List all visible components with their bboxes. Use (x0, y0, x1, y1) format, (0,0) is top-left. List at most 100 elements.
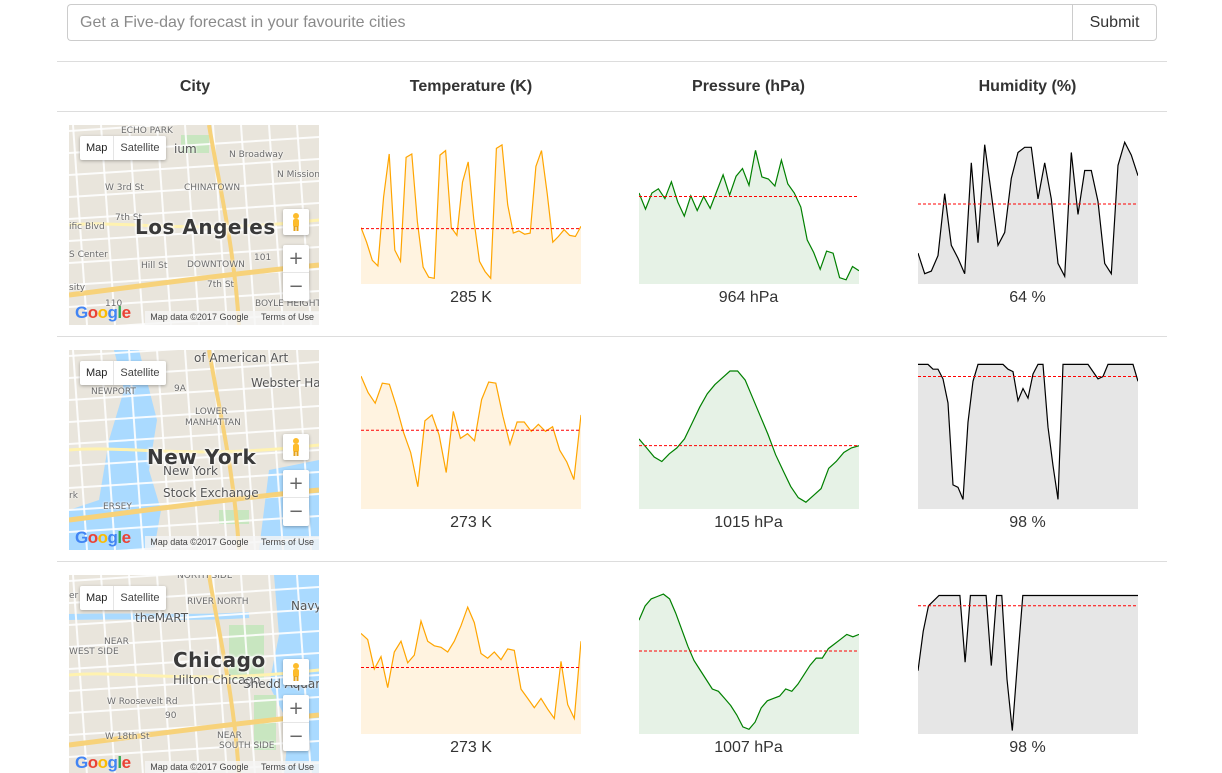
humidity-series-line (917, 363, 1138, 500)
temperature-cell: 285 K (333, 111, 609, 337)
terms-of-use-link[interactable]: Terms of Use (260, 537, 314, 547)
temperature-area (361, 607, 581, 734)
submit-button[interactable]: Submit (1072, 4, 1157, 41)
city-map[interactable]: of American Art Webster Ha NEWPORT 9A LOWER M… (69, 350, 319, 550)
map-place-label: sity (69, 283, 86, 293)
temperature-series-line (361, 143, 581, 280)
map-data-text: Map data ©2017 Google (150, 762, 249, 772)
temperature-series-line (361, 605, 581, 721)
zoom-control: + − (283, 470, 309, 526)
pressure-value: 1015 hPa (714, 514, 783, 531)
temperature-value: 273 K (450, 739, 492, 756)
zoom-in-icon[interactable]: + (283, 245, 309, 273)
map-place-label: BOYLE HEIGHTS (255, 299, 319, 309)
map-type-control: Map Satellite (80, 361, 166, 385)
city-map[interactable]: ECHO PARK N Broadway W 3rd St CHINATOWN 7th … (69, 125, 319, 325)
map-place-label: W 3rd St (105, 183, 144, 193)
map-type-satellite-button[interactable]: Satellite (113, 136, 165, 160)
map-city-label: Chicago (173, 648, 266, 672)
zoom-in-icon[interactable]: + (283, 695, 309, 723)
pressure-value: 964 hPa (718, 289, 779, 306)
map-place-label: Stock Exchange (163, 486, 259, 500)
map-place-label: N Mission (277, 170, 319, 180)
map-place-label: ERSEY (103, 502, 132, 512)
pressure-value: 1007 hPa (714, 739, 783, 756)
city-row: of American Art Webster Ha NEWPORT 9A LOWER M… (57, 336, 1167, 562)
map-place-label: theMART (135, 611, 189, 625)
map-city-label: New York (147, 445, 257, 469)
zoom-in-icon[interactable]: + (283, 470, 309, 498)
city-row: ECHO PARK N Broadway W 3rd St CHINATOWN 7th … (57, 111, 1167, 337)
terms-of-use-link[interactable]: Terms of Use (260, 762, 314, 772)
temperature-cell: 273 K (333, 336, 609, 562)
header-humidity: Humidity (%) (888, 61, 1167, 112)
pegman-icon[interactable] (283, 209, 309, 235)
pressure-chart (638, 150, 859, 284)
map-place-label: W Roosevelt Rd (107, 697, 178, 707)
humidity-area (917, 142, 1138, 284)
terms-of-use-link[interactable]: Terms of Use (260, 312, 314, 322)
city-cell: NORTH SIDE RIVER NORTH theMART Navy NEAR WEST… (57, 561, 333, 773)
map-type-map-button[interactable]: Map (86, 367, 108, 379)
map-place-label: NORTH SIDE (177, 575, 233, 581)
city-search-input[interactable] (67, 4, 1072, 41)
pressure-area (638, 594, 859, 734)
zoom-out-icon[interactable]: − (288, 501, 304, 522)
pressure-cell: 964 hPa (609, 111, 888, 337)
pegman-icon[interactable] (283, 659, 309, 685)
pressure-series-line (638, 593, 859, 731)
humidity-cell: 64 % (888, 111, 1167, 337)
map-attribution: Map data ©2017 Google Terms of Use (145, 761, 319, 773)
temperature-value: 285 K (450, 289, 492, 306)
map-type-map-button[interactable]: Map (86, 142, 108, 154)
humidity-chart (917, 140, 1138, 284)
forecast-table: City Temperature (K) Pressure (hPa) Humi… (57, 61, 1167, 773)
zoom-out-icon[interactable]: − (288, 276, 304, 297)
header-pressure: Pressure (hPa) (609, 61, 888, 112)
map-place-label: 90 (165, 711, 177, 721)
pressure-chart (638, 370, 859, 509)
map-place-label: 9A (174, 384, 186, 394)
map-place-label: LOWER (195, 407, 228, 417)
map-type-satellite-button[interactable]: Satellite (113, 361, 165, 385)
google-logo[interactable]: Google (75, 528, 131, 547)
city-cell: ECHO PARK N Broadway W 3rd St CHINATOWN 7th … (57, 111, 333, 337)
temperature-value: 273 K (450, 514, 492, 531)
map-type-control: Map Satellite (80, 136, 166, 160)
map-place-label: DOWNTOWN (187, 260, 245, 270)
zoom-out-icon[interactable]: − (288, 726, 304, 747)
temperature-area (361, 376, 581, 509)
map-place-label: New York (163, 464, 218, 478)
map-attribution: Map data ©2017 Google Terms of Use (145, 311, 319, 325)
map-type-map-button[interactable]: Map (86, 592, 108, 604)
map-place-label: 101 (254, 253, 272, 263)
map-place-label: ECHO PARK (121, 126, 173, 136)
map-place-label: NEAR (104, 637, 129, 647)
humidity-chart (917, 594, 1138, 734)
temperature-chart (361, 375, 581, 509)
pressure-area (638, 371, 859, 509)
pressure-chart (638, 593, 859, 734)
pressure-series-line (638, 150, 859, 281)
city-map[interactable]: NORTH SIDE RIVER NORTH theMART Navy NEAR WEST… (69, 575, 319, 773)
map-type-control: Map Satellite (80, 586, 166, 610)
map-place-label: Webster Ha (251, 376, 319, 390)
humidity-series-line (917, 594, 1138, 731)
map-place-label: 7th St (207, 280, 235, 290)
google-logo[interactable]: Google (75, 303, 131, 322)
map-place-label: ific Blvd (69, 222, 105, 232)
map-place-label: NEAR (217, 731, 242, 741)
temperature-area (361, 144, 581, 284)
humidity-area (917, 595, 1138, 734)
map-place-label: CHINATOWN (184, 183, 241, 193)
header-temperature: Temperature (K) (333, 61, 609, 112)
map-data-text: Map data ©2017 Google (150, 312, 249, 322)
google-logo[interactable]: Google (75, 753, 131, 772)
map-type-satellite-button[interactable]: Satellite (113, 586, 165, 610)
pegman-icon[interactable] (283, 434, 309, 460)
map-place-label: RIVER NORTH (187, 597, 249, 607)
pressure-series-line (638, 370, 859, 503)
humidity-value: 98 % (1009, 739, 1046, 756)
city-cell: of American Art Webster Ha NEWPORT 9A LOWER M… (57, 336, 333, 562)
temperature-cell: 273 K (333, 561, 609, 773)
